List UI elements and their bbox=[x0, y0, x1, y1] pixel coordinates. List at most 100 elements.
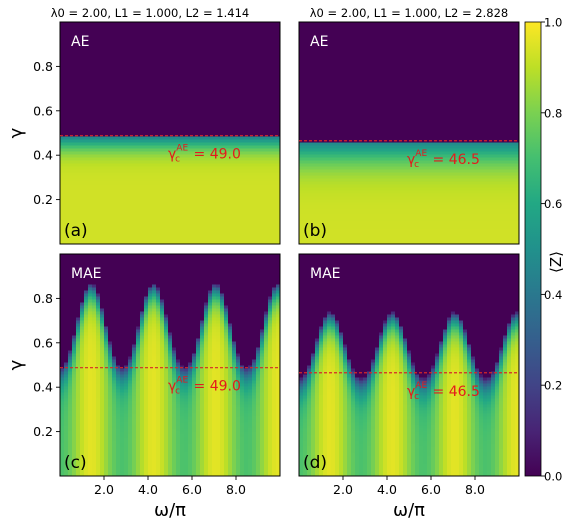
heatmap-cell bbox=[228, 100, 233, 104]
heatmap-cell bbox=[152, 202, 157, 206]
heatmap-cell bbox=[88, 238, 93, 242]
heatmap-cell bbox=[260, 211, 265, 215]
heatmap-cell bbox=[84, 85, 89, 89]
heatmap-cell bbox=[192, 97, 197, 101]
heatmap-cell bbox=[60, 178, 65, 182]
heatmap-cell bbox=[108, 58, 113, 62]
heatmap-cell bbox=[260, 61, 265, 65]
heatmap-cell bbox=[192, 154, 197, 158]
heatmap-cell bbox=[192, 91, 197, 95]
heatmap-cell bbox=[120, 229, 125, 233]
heatmap-cell bbox=[331, 223, 336, 227]
heatmap-cell bbox=[256, 67, 261, 71]
heatmap-cell bbox=[168, 61, 173, 65]
heatmap-cell bbox=[152, 106, 157, 110]
heatmap-cell bbox=[236, 145, 241, 149]
heatmap-cell bbox=[315, 76, 320, 80]
heatmap-cell bbox=[220, 37, 225, 41]
heatmap-cell bbox=[192, 169, 197, 173]
heatmap-cell bbox=[339, 229, 344, 233]
heatmap-cell bbox=[339, 124, 344, 128]
heatmap-cell bbox=[208, 235, 213, 239]
heatmap-cell bbox=[315, 142, 320, 146]
heatmap-cell bbox=[236, 199, 241, 203]
heatmap-cell bbox=[128, 166, 133, 170]
heatmap-cell bbox=[268, 61, 273, 65]
heatmap-cell bbox=[176, 106, 181, 110]
heatmap-cell bbox=[303, 181, 308, 185]
heatmap-cell bbox=[88, 55, 93, 59]
heatmap-cell bbox=[96, 202, 101, 206]
heatmap-cell bbox=[216, 55, 221, 59]
heatmap-cell bbox=[339, 64, 344, 68]
heatmap-cell bbox=[248, 223, 253, 227]
heatmap-cell bbox=[132, 187, 137, 191]
heatmap-cell bbox=[196, 25, 201, 29]
heatmap-cell bbox=[256, 103, 261, 107]
heatmap-cell bbox=[84, 49, 89, 53]
heatmap-cell bbox=[224, 193, 229, 197]
heatmap-cell bbox=[303, 43, 308, 47]
heatmap-cell bbox=[164, 184, 169, 188]
heatmap-cell bbox=[84, 220, 89, 224]
heatmap-cell bbox=[104, 91, 109, 95]
heatmap-cell bbox=[339, 76, 344, 80]
heatmap-cell bbox=[188, 127, 193, 131]
heatmap-cell bbox=[315, 37, 320, 41]
heatmap-cell bbox=[204, 199, 209, 203]
heatmap-cell bbox=[84, 202, 89, 206]
heatmap-cell bbox=[116, 73, 121, 77]
heatmap-cell bbox=[188, 217, 193, 221]
heatmap-cell bbox=[84, 130, 89, 134]
heatmap-cell bbox=[68, 31, 73, 35]
heatmap-cell bbox=[319, 34, 324, 38]
heatmap-cell bbox=[120, 79, 125, 83]
heatmap-cell bbox=[256, 214, 261, 218]
heatmap-cell bbox=[96, 241, 101, 245]
heatmap-cell bbox=[112, 223, 117, 227]
heatmap-cell bbox=[319, 166, 324, 170]
heatmap-cell bbox=[276, 34, 281, 38]
heatmap-cell bbox=[343, 112, 348, 116]
heatmap-cell bbox=[244, 58, 249, 62]
heatmap-cell bbox=[148, 208, 153, 212]
heatmap-cell bbox=[200, 229, 205, 233]
heatmap-cell bbox=[184, 232, 189, 236]
heatmap-cell bbox=[260, 70, 265, 74]
heatmap-cell bbox=[88, 136, 93, 140]
heatmap-cell bbox=[268, 43, 273, 47]
heatmap-cell bbox=[192, 124, 197, 128]
heatmap-cell bbox=[80, 115, 85, 119]
heatmap-cell bbox=[124, 127, 129, 131]
heatmap-cell bbox=[108, 220, 113, 224]
heatmap-cell bbox=[268, 172, 273, 176]
heatmap-cell bbox=[196, 196, 201, 200]
heatmap-cell bbox=[232, 121, 237, 125]
heatmap-cell bbox=[323, 154, 328, 158]
heatmap-cell bbox=[96, 226, 101, 230]
heatmap-cell bbox=[327, 205, 332, 209]
heatmap-cell bbox=[200, 145, 205, 149]
heatmap-cell bbox=[228, 76, 233, 80]
heatmap-cell bbox=[272, 223, 277, 227]
heatmap-cell bbox=[256, 94, 261, 98]
heatmap-cell bbox=[192, 40, 197, 44]
heatmap-cell bbox=[68, 202, 73, 206]
heatmap-cell bbox=[216, 220, 221, 224]
heatmap-cell bbox=[339, 109, 344, 113]
heatmap-cell bbox=[68, 85, 73, 89]
heatmap-cell bbox=[224, 130, 229, 134]
heatmap-cell bbox=[104, 76, 109, 80]
heatmap-cell bbox=[64, 157, 69, 161]
heatmap-cell bbox=[244, 217, 249, 221]
heatmap-cell bbox=[172, 106, 177, 110]
heatmap-cell bbox=[208, 211, 213, 215]
heatmap-cell bbox=[216, 184, 221, 188]
heatmap-cell bbox=[232, 112, 237, 116]
heatmap-cell bbox=[268, 193, 273, 197]
heatmap-cell bbox=[156, 157, 161, 161]
heatmap-cell bbox=[299, 235, 304, 239]
heatmap-cell bbox=[80, 142, 85, 146]
heatmap-cell bbox=[112, 157, 117, 161]
